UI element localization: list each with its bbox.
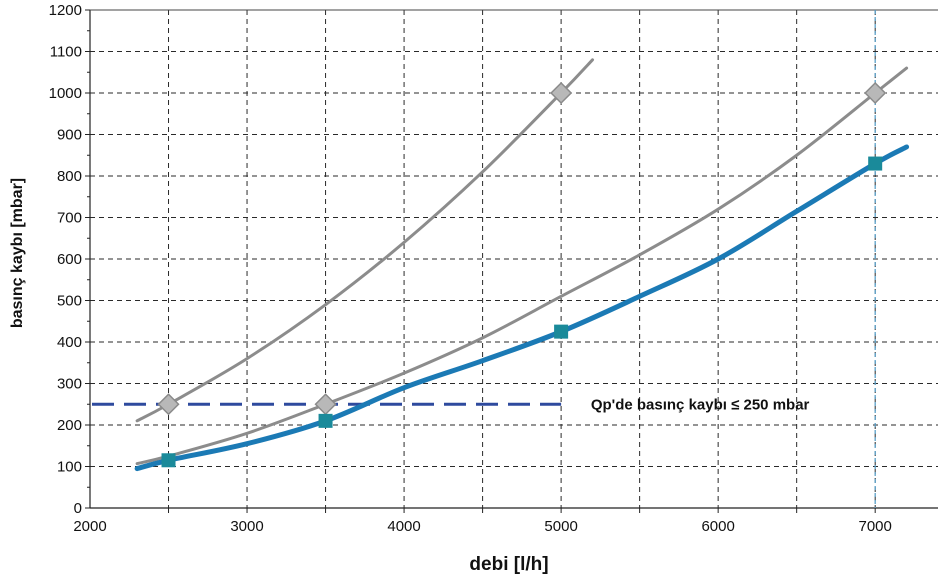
x-tick-label: 7000 — [858, 518, 891, 535]
grid — [90, 9, 938, 508]
y-tick-label: 600 — [57, 251, 82, 268]
y-axis-title: basınç kaybı [mbar] — [9, 178, 26, 328]
x-tick-label: 3000 — [230, 518, 263, 535]
y-tick-label: 700 — [57, 210, 82, 227]
axes — [85, 9, 938, 513]
label-layer: 0 100 200 300 400 500 600 700 800 900 1000 1100 1200… — [49, 2, 892, 535]
x-tick-label: 2000 — [73, 518, 106, 535]
y-tick-label: 400 — [57, 334, 82, 351]
y-tick-label: 1100 — [50, 44, 82, 61]
x-tick-label: 4000 — [387, 518, 420, 535]
series-line-3 — [134, 144, 910, 472]
y-tick-label: 300 — [57, 376, 82, 393]
y-tick-label: 500 — [57, 293, 82, 310]
series-3-square-marker — [318, 413, 333, 428]
series-2-diamond-marker — [864, 81, 887, 105]
y-tick-label: 0 — [74, 500, 82, 517]
series-3-square-marker — [554, 324, 569, 339]
y-tick-label: 900 — [57, 127, 82, 144]
x-axis-title: debi [l/h] — [469, 554, 548, 575]
y-tick-label: 1200 — [49, 2, 82, 19]
x-tick-label: 5000 — [544, 518, 577, 535]
series-layer — [134, 58, 910, 472]
x-tick-label: 6000 — [701, 518, 734, 535]
y-tick-label: 1000 — [49, 85, 82, 102]
y-tick-label: 800 — [57, 168, 82, 185]
series-1-diamond-marker — [550, 81, 573, 105]
y-tick-label: 100 — [57, 459, 82, 476]
series-3-square-marker — [161, 453, 176, 468]
reference-annotation: Qp'de basınç kaybı ≤ 250 mbar — [591, 396, 810, 413]
series-3-square-marker — [868, 156, 883, 171]
series-1-diamond-marker — [157, 393, 180, 416]
series-line-1 — [135, 58, 595, 423]
series-line-2 — [135, 66, 909, 466]
y-tick-label: 200 — [57, 417, 82, 434]
